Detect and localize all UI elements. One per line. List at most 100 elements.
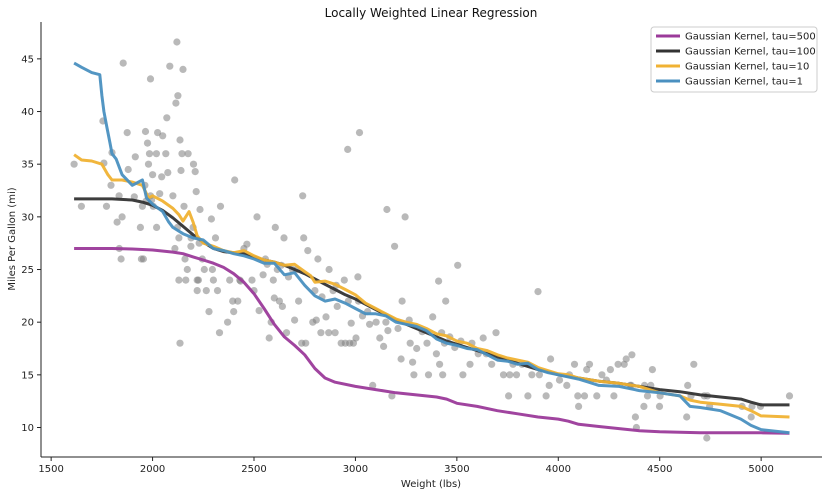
scatter-point bbox=[384, 327, 392, 335]
scatter-point bbox=[347, 319, 355, 327]
scatter-point bbox=[631, 413, 640, 421]
y-tick-label: 20 bbox=[21, 318, 34, 329]
scatter-point bbox=[146, 75, 155, 83]
y-tick-label: 25 bbox=[21, 265, 34, 276]
scatter-point bbox=[269, 276, 277, 284]
y-tick-label: 15 bbox=[21, 370, 34, 381]
scatter-point bbox=[555, 376, 564, 384]
scatter-point bbox=[505, 392, 513, 400]
scatter-point bbox=[178, 150, 186, 158]
scatter-point bbox=[479, 334, 487, 342]
scatter-point bbox=[282, 329, 291, 337]
scatter-point bbox=[200, 265, 208, 274]
scatter-point bbox=[280, 234, 288, 242]
x-axis-ticks: 1500 2000 2500 3000 3500 4000 4500 5000 bbox=[38, 457, 774, 475]
scatter-point bbox=[191, 168, 199, 176]
scatter-point bbox=[136, 223, 144, 231]
scatter-point bbox=[643, 392, 652, 400]
scatter-point bbox=[215, 329, 224, 337]
scatter-point bbox=[394, 324, 402, 333]
x-tick-label: 2000 bbox=[140, 464, 165, 475]
scatter-point bbox=[535, 371, 544, 379]
scatter-point bbox=[302, 339, 310, 347]
scatter-point bbox=[545, 381, 553, 389]
y-tick-label: 30 bbox=[21, 212, 34, 223]
scatter-point bbox=[747, 413, 755, 421]
scatter-point bbox=[424, 371, 433, 379]
scatter-point bbox=[156, 190, 164, 198]
scatter-point bbox=[344, 145, 352, 153]
regression-lines bbox=[73, 61, 790, 435]
scatter-point bbox=[231, 176, 239, 184]
scatter-point bbox=[331, 329, 339, 337]
y-axis-ticks: 10 15 20 25 30 35 40 45 bbox=[21, 54, 41, 434]
scatter-point bbox=[391, 242, 399, 250]
scatter-point bbox=[144, 160, 153, 168]
scatter-point bbox=[211, 234, 220, 242]
scatter-point bbox=[173, 38, 181, 46]
scatter-point bbox=[488, 360, 496, 368]
scatter-point bbox=[622, 355, 630, 363]
scatter-point bbox=[259, 271, 267, 279]
y-axis-title: Miles Per Gallon (mi) bbox=[7, 187, 18, 290]
scatter-point bbox=[410, 371, 418, 379]
scatter-point bbox=[423, 339, 431, 347]
legend-box bbox=[650, 26, 818, 93]
scatter-point bbox=[117, 255, 125, 263]
scatter-point bbox=[432, 350, 440, 358]
scatter-point bbox=[230, 308, 238, 316]
scatter-point bbox=[442, 297, 450, 305]
scatter-point bbox=[70, 160, 78, 168]
scatter-point bbox=[648, 366, 657, 374]
scatter-point bbox=[435, 277, 443, 285]
scatter-point bbox=[152, 150, 160, 158]
scatter-point bbox=[369, 381, 377, 389]
scatter-point bbox=[413, 344, 421, 353]
scatter-points bbox=[70, 38, 794, 442]
scatter-point bbox=[145, 150, 154, 158]
series-line-3 bbox=[73, 61, 790, 435]
scatter-point bbox=[547, 355, 555, 363]
scatter-point bbox=[614, 360, 622, 368]
scatter-point bbox=[598, 371, 606, 379]
scatter-point bbox=[253, 213, 261, 221]
scatter-point bbox=[265, 334, 273, 342]
scatter-point bbox=[684, 381, 692, 389]
scatter-point bbox=[785, 392, 794, 400]
scatter-point bbox=[574, 392, 582, 400]
scatter-point bbox=[187, 242, 195, 250]
scatter-point bbox=[207, 215, 215, 223]
legend: Gaussian Kernel, tau=500 Gaussian Kernel,… bbox=[650, 26, 818, 93]
scatter-point bbox=[77, 202, 85, 210]
scatter-point bbox=[372, 318, 380, 326]
scatter-point bbox=[226, 276, 234, 284]
scatter-point bbox=[164, 169, 172, 177]
scatter-point bbox=[512, 371, 521, 379]
scatter-point bbox=[181, 255, 189, 263]
scatter-point bbox=[175, 276, 183, 284]
scatter-point bbox=[506, 371, 514, 379]
scatter-point bbox=[202, 287, 210, 295]
scatter-point bbox=[583, 366, 591, 374]
scatter-point bbox=[610, 392, 618, 400]
scatter-point bbox=[436, 360, 444, 368]
scatter-point bbox=[325, 265, 333, 274]
scatter-point bbox=[333, 302, 341, 310]
scatter-point bbox=[585, 360, 594, 368]
scatter-point bbox=[580, 392, 589, 400]
scatter-point bbox=[271, 223, 279, 231]
scatter-point bbox=[314, 255, 322, 263]
scatter-point bbox=[575, 402, 583, 410]
scatter-point bbox=[174, 92, 182, 100]
y-tick-label: 40 bbox=[21, 107, 34, 118]
scatter-point bbox=[216, 202, 225, 210]
scatter-point bbox=[655, 402, 664, 410]
scatter-point bbox=[162, 150, 170, 158]
scatter-point bbox=[683, 413, 691, 421]
scatter-point bbox=[593, 392, 601, 400]
scatter-point bbox=[176, 339, 184, 347]
scatter-point bbox=[401, 213, 409, 221]
scatter-point bbox=[124, 165, 132, 174]
scatter-point bbox=[492, 329, 500, 337]
